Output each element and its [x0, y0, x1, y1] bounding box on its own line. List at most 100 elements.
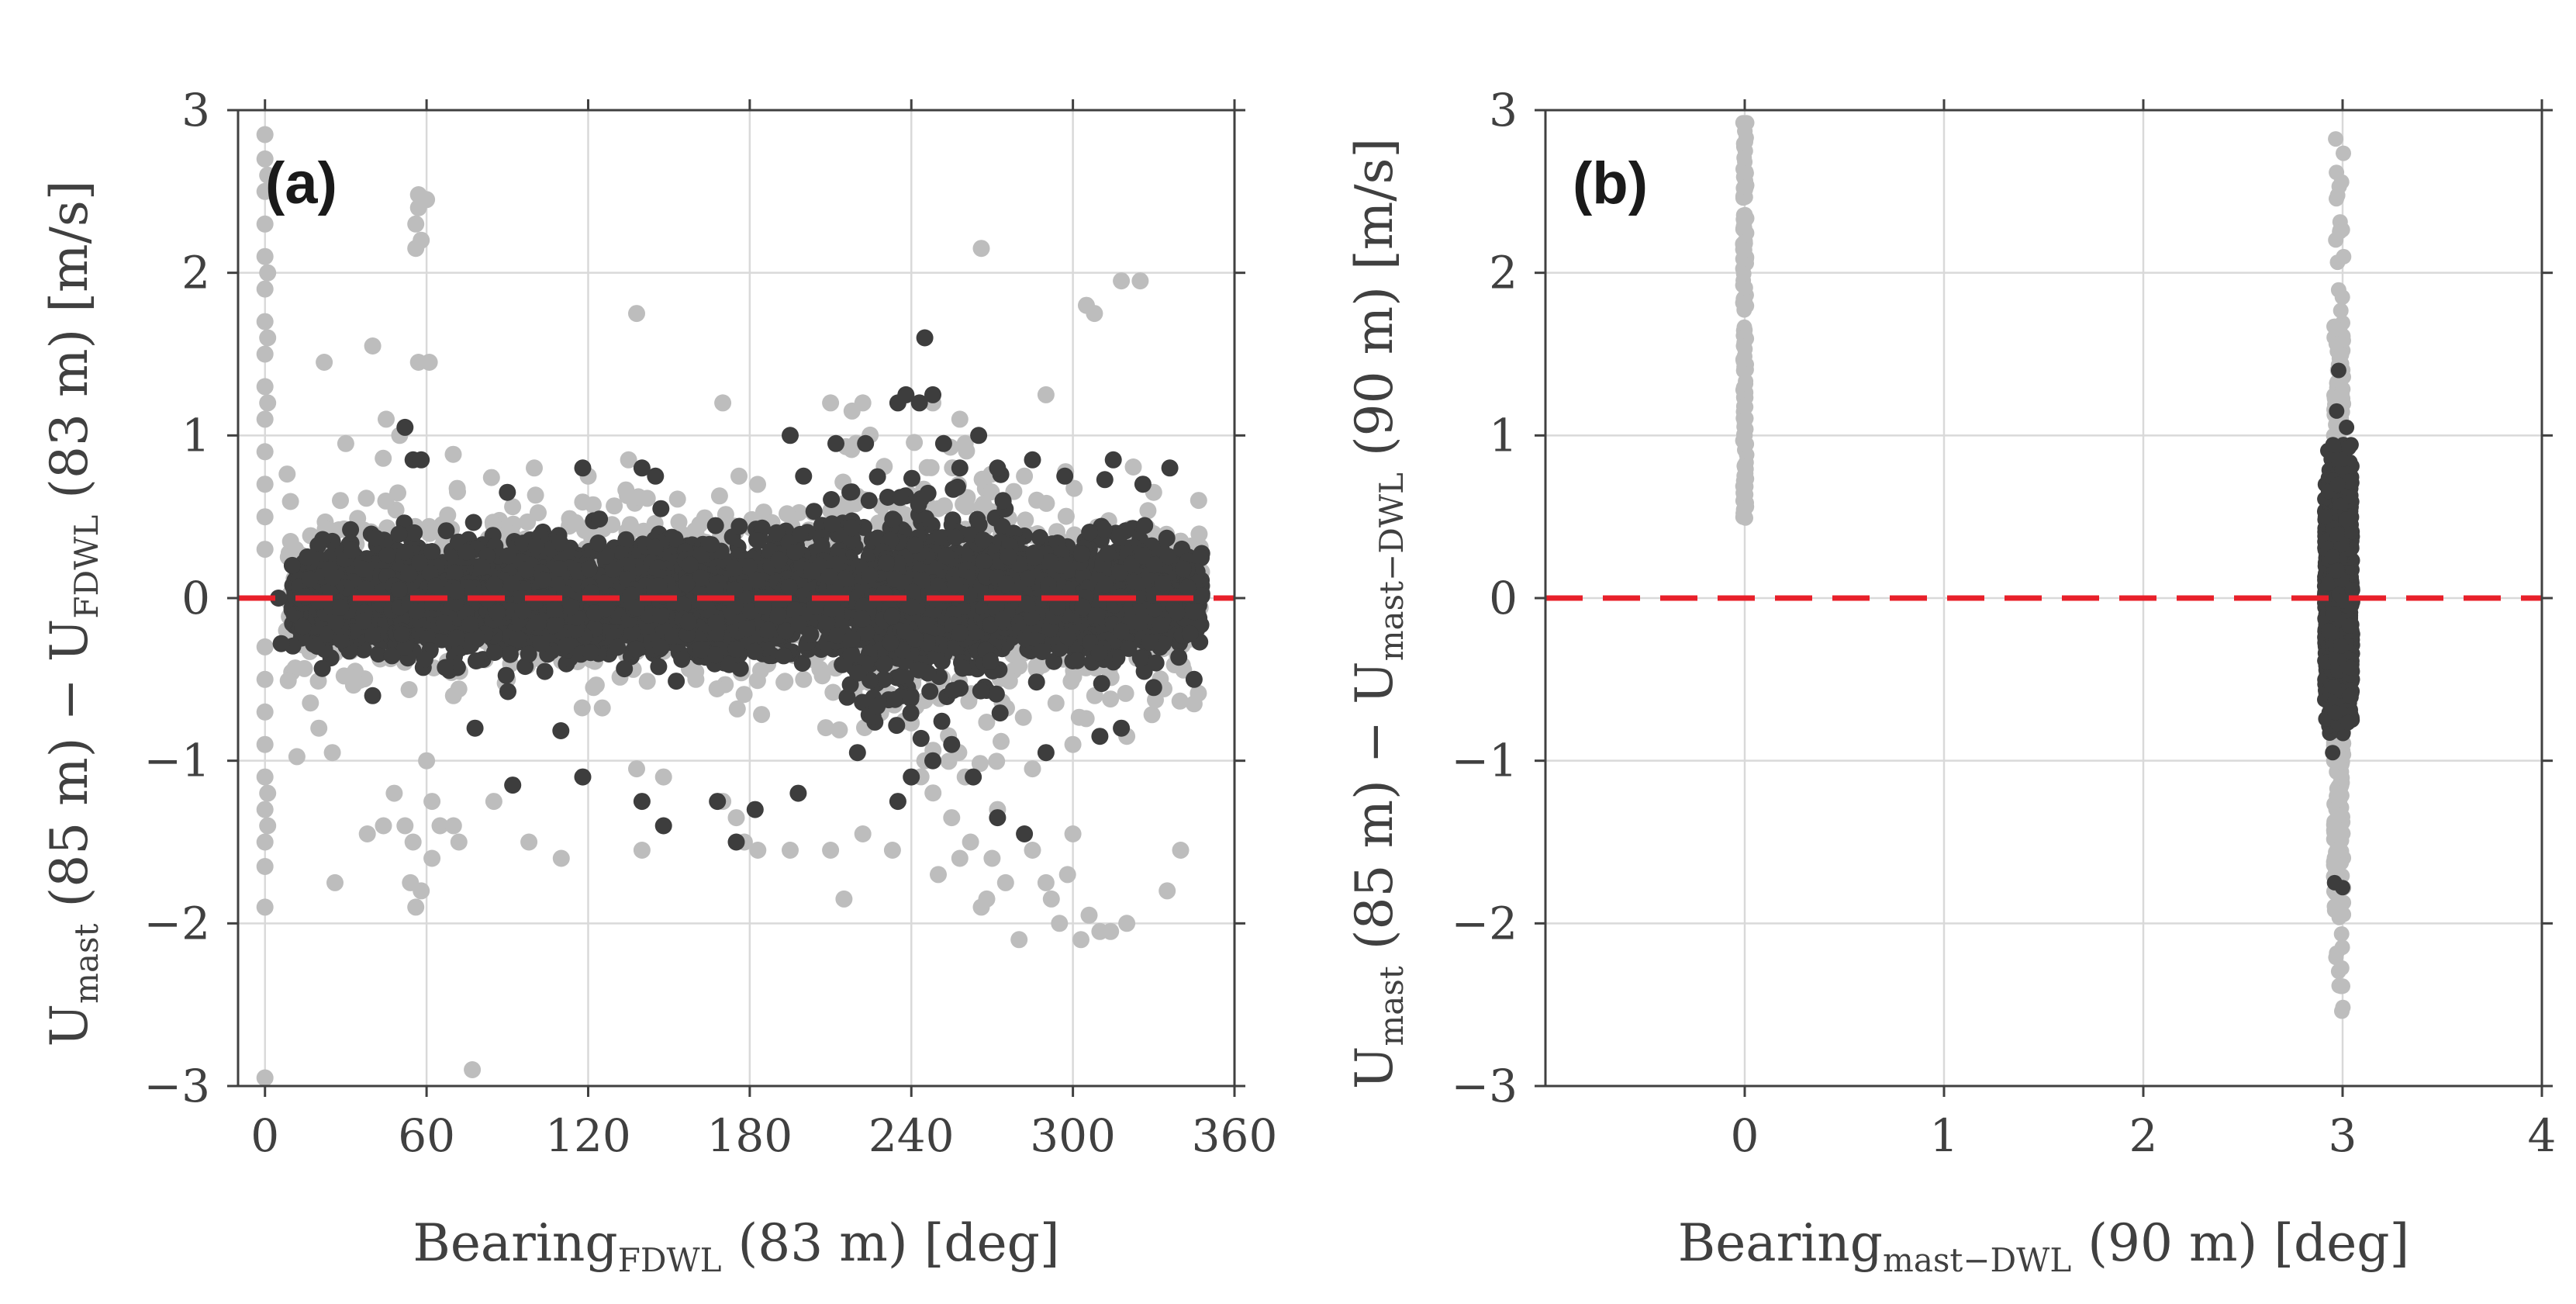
- scatter-point-all: [1102, 922, 1120, 940]
- scatter-point-filtered: [617, 531, 635, 548]
- scatter-point-all: [730, 467, 748, 485]
- scatter-point-filtered: [750, 532, 768, 550]
- scatter-point-all: [256, 508, 274, 526]
- scatter-point-all: [256, 410, 274, 428]
- scatter-point-all: [1080, 906, 1098, 924]
- scatter-point-all: [323, 744, 341, 762]
- scatter-point-all: [776, 673, 794, 690]
- scatter-point-all: [259, 817, 277, 835]
- scatter-point-all: [259, 784, 277, 802]
- scatter-point-all: [982, 483, 1000, 501]
- scatter-point-all: [1047, 694, 1065, 712]
- scatter-point-all: [310, 719, 328, 737]
- scatter-point-all: [830, 721, 848, 738]
- scatter-point-all: [749, 842, 767, 859]
- scatter-point-all: [256, 476, 274, 493]
- scatter-point-all: [822, 842, 840, 859]
- scatter-point-all: [996, 873, 1014, 891]
- scatter-point-all: [1064, 735, 1082, 753]
- scatter-point-filtered: [467, 652, 485, 669]
- scatter-point-filtered: [650, 658, 668, 676]
- scatter-point-all: [256, 833, 274, 851]
- scatter-point-all: [922, 458, 940, 476]
- scatter-point-all: [943, 809, 961, 827]
- scatter-point-filtered: [406, 524, 423, 541]
- scatter-point-all: [1057, 507, 1075, 525]
- scatter-point-all: [278, 465, 296, 483]
- scatter-point-all: [714, 394, 732, 412]
- scatter-point-all: [621, 516, 639, 534]
- scatter-point-all: [971, 755, 989, 773]
- scatter-point-all: [316, 354, 333, 371]
- scatter-point-filtered: [879, 489, 896, 506]
- scatter-point-all: [1190, 492, 1207, 510]
- scatter-point-all: [854, 825, 872, 842]
- panel-a-points-filtered: [270, 329, 1210, 851]
- scatter-point-filtered: [910, 661, 927, 679]
- scatter-point-all: [256, 126, 274, 144]
- scatter-point-all: [1024, 842, 1041, 859]
- scatter-point-all: [400, 681, 418, 698]
- scatter-point-all: [279, 672, 297, 690]
- scatter-point-all: [482, 469, 500, 486]
- scatter-point-filtered: [342, 521, 360, 538]
- scatter-point-filtered: [987, 685, 1005, 703]
- scatter-point-all: [633, 842, 651, 859]
- scatter-point-all: [450, 833, 468, 851]
- scatter-point-all: [423, 793, 441, 811]
- scatter-point-all: [364, 337, 382, 355]
- scatter-point-all: [1064, 825, 1082, 842]
- scatter-point-filtered: [437, 659, 454, 676]
- scatter-point-filtered: [309, 537, 327, 555]
- scatter-point-all: [753, 706, 771, 724]
- scatter-point-all: [407, 215, 425, 233]
- scatter-point-all: [256, 898, 274, 916]
- scatter-point-all: [259, 394, 277, 412]
- scatter-point-filtered: [842, 646, 860, 664]
- scatter-point-all: [375, 449, 392, 467]
- scatter-point-all: [504, 498, 522, 516]
- scatter-point-all: [717, 506, 734, 524]
- scatter-point-all: [423, 849, 441, 867]
- scatter-point-all: [256, 182, 274, 200]
- scatter-point-all: [1024, 760, 1041, 778]
- scatter-point-all: [628, 760, 645, 778]
- scatter-point-filtered: [485, 644, 503, 661]
- scatter-point-all: [407, 898, 425, 916]
- scatter-point-filtered: [1135, 662, 1153, 680]
- scatter-point-all: [1070, 708, 1088, 726]
- scatter-point-filtered: [944, 682, 962, 700]
- scatter-point-filtered: [706, 517, 724, 534]
- scatter-point-all: [1072, 931, 1089, 949]
- scatter-point-all: [1171, 692, 1189, 710]
- scatter-point-all: [749, 476, 766, 493]
- scatter-point-all: [1172, 842, 1190, 859]
- scatter-point-all: [978, 890, 996, 908]
- scatter-point-all: [957, 498, 975, 516]
- scatter-point-all: [464, 1061, 482, 1078]
- scatter-point-all: [1065, 479, 1083, 497]
- scatter-point-all: [1139, 502, 1157, 520]
- scatter-point-filtered: [536, 662, 554, 680]
- scatter-point-all: [835, 890, 853, 908]
- scatter-point-filtered: [903, 469, 920, 487]
- scatter-point-all: [1185, 695, 1203, 713]
- scatter-point-all: [256, 215, 274, 233]
- scatter-point-all: [638, 489, 656, 507]
- scatter-point-filtered: [1120, 639, 1138, 657]
- scatter-point-all: [256, 638, 274, 655]
- scatter-point-all: [1037, 386, 1055, 403]
- scatter-point-filtered: [902, 690, 920, 707]
- scatter-point-all: [256, 247, 274, 265]
- scatter-point-filtered: [464, 514, 482, 531]
- scatter-point-all: [813, 667, 831, 685]
- scatter-point-filtered: [673, 651, 691, 668]
- scatter-point-all: [256, 541, 274, 559]
- scatter-point-all: [389, 484, 406, 502]
- scatter-point-all: [710, 487, 728, 505]
- scatter-point-all: [431, 817, 449, 835]
- scatter-point-all: [256, 703, 274, 721]
- scatter-point-all: [567, 514, 585, 531]
- scatter-point-all: [407, 240, 425, 258]
